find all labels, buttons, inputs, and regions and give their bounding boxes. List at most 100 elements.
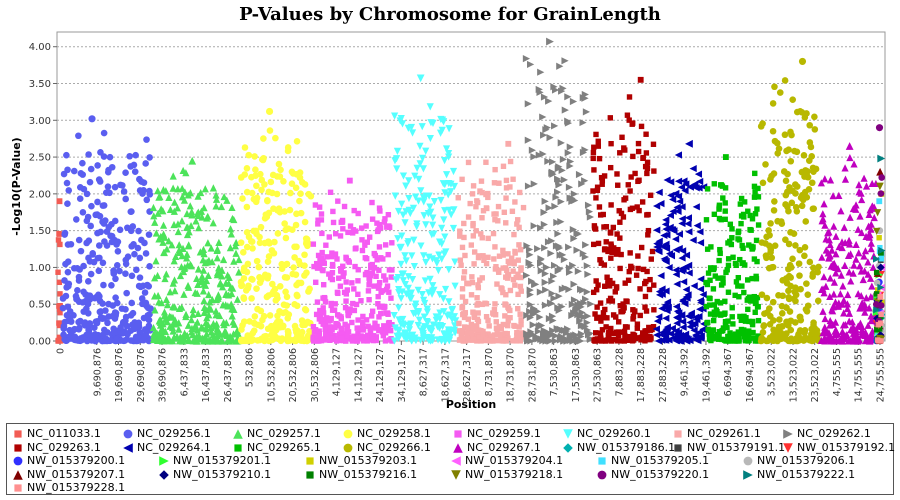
data-point [101,130,108,137]
legend-marker-shape [159,456,169,466]
data-point [759,291,766,298]
data-point-peak [638,77,644,83]
data-point [108,221,115,228]
data-point [808,153,815,160]
data-point [360,314,365,319]
data-point [729,226,734,231]
data-point [783,192,790,199]
data-point-peak [57,198,63,204]
data-point [320,321,325,326]
data-point [622,338,627,343]
data-point [335,290,340,295]
data-point [491,211,496,216]
legend-marker-shape [234,444,241,451]
data-point [619,135,624,140]
data-point [604,315,609,320]
data-point [143,250,150,257]
data-point [146,231,153,238]
data-point [638,313,643,318]
legend-marker [453,443,463,453]
data-point [256,264,263,271]
data-point [878,302,885,309]
x-tick-label: 30,532,806 [310,348,321,402]
data-point [283,302,290,309]
data-point [73,296,80,303]
data-point [604,239,609,244]
data-point [467,201,472,206]
data-point [618,252,623,257]
data-point [117,324,124,331]
data-point [365,271,370,276]
data-point [511,277,516,282]
data-point [81,186,88,193]
data-point [366,297,371,302]
legend-item: NC_029257.1 [233,427,321,441]
data-point [506,318,511,323]
data-point [735,283,740,288]
data-point [802,218,809,225]
data-point [591,167,596,172]
data-point [759,239,766,246]
data-point [61,231,68,238]
data-point [103,336,110,343]
data-point [388,295,393,300]
data-point [483,160,488,165]
data-point [88,271,95,278]
data-point [459,177,464,182]
y-tick-label: 2.00 [29,189,51,200]
data-point [635,253,640,258]
data-point [100,282,107,289]
data-point [80,263,87,270]
data-point [614,285,619,290]
data-point [315,221,320,226]
legend-item: NC_029259.1 [453,427,541,441]
data-point [332,325,337,330]
data-point [60,305,67,312]
data-point [713,273,718,278]
data-point [507,308,512,313]
data-point [248,295,255,302]
data-point [812,126,819,133]
data-point [142,289,149,296]
data-point [109,313,116,320]
data-point [621,145,626,150]
data-point [770,326,777,333]
data-point [349,280,354,285]
data-point [815,298,822,305]
data-point [343,338,348,343]
x-tick-label: 3,523,022 [767,348,778,396]
data-point [382,304,387,309]
legend-label: NC_029264.1 [137,441,211,454]
data-point [606,330,611,335]
data-point [630,154,635,159]
legend-item: NW_015379216.1 [305,468,417,482]
data-point [367,278,372,283]
legend-label: NW_015379205.1 [611,454,709,467]
data-point [267,127,274,134]
data-point [647,287,652,292]
data-point [722,337,727,342]
data-point [119,182,126,189]
legend-item: NW_015379207.1 [13,468,125,482]
data-point [644,150,649,155]
data-point [474,198,479,203]
data-point [476,285,481,290]
data-point [745,307,750,312]
data-point [503,195,508,200]
data-point [94,320,101,327]
data-point [305,191,312,198]
legend-item: NW_015379210.1 [159,468,271,482]
legend-label: NW_015379192.1 [797,441,895,454]
data-point [146,322,153,329]
data-point [651,307,656,312]
data-point [807,259,814,266]
data-point [636,149,641,154]
data-point [319,255,324,260]
data-point [771,207,778,214]
data-point [377,208,382,213]
legend-label: NC_029267.1 [467,441,541,454]
data-point-peak [799,58,806,65]
data-point [94,199,101,206]
data-point [811,330,818,337]
data-point [720,195,725,200]
